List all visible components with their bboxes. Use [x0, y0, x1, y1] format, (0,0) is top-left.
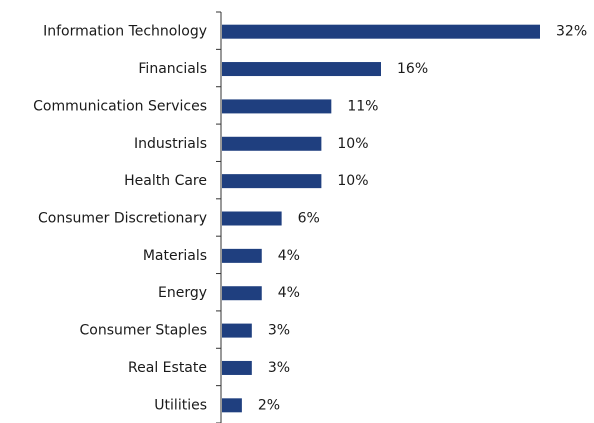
value-labels: 32% 16% 11% 10% 10% 6% 4% 4% 3% 3% 2% [258, 24, 587, 414]
value-label: 32% [556, 24, 587, 40]
value-label: 16% [397, 61, 428, 77]
axis-ticks [216, 11, 221, 423]
category-labels: Information Technology Financials Communic… [33, 24, 207, 414]
category-label: Materials [143, 248, 207, 264]
value-label: 4% [278, 248, 300, 264]
bar-consumer-staples [222, 323, 252, 338]
category-label: Energy [158, 285, 207, 301]
value-label: 10% [337, 136, 368, 152]
bar-communication-services [222, 99, 332, 114]
bar-industrials [222, 136, 322, 151]
category-label: Utilities [154, 397, 207, 413]
bars [222, 24, 540, 413]
value-label: 6% [298, 211, 320, 227]
category-label: Communication Services [33, 98, 207, 114]
category-label: Real Estate [128, 360, 207, 376]
value-label: 3% [268, 360, 290, 376]
bar-financials [222, 62, 381, 77]
category-label: Financials [138, 61, 207, 77]
value-label: 3% [268, 323, 290, 339]
category-label: Information Technology [43, 24, 207, 40]
value-label: 4% [278, 285, 300, 301]
value-label: 11% [347, 98, 378, 114]
category-label: Consumer Discretionary [38, 211, 207, 227]
bar-consumer-discretionary [222, 211, 282, 226]
category-label: Health Care [124, 173, 207, 189]
bar-materials [222, 248, 262, 263]
value-label: 2% [258, 397, 280, 413]
bar-energy [222, 286, 262, 301]
bar-utilities [222, 398, 242, 413]
category-label: Industrials [134, 136, 207, 152]
bar-real-estate [222, 360, 252, 375]
category-label: Consumer Staples [80, 323, 207, 339]
value-label: 10% [337, 173, 368, 189]
bar-information-technology [222, 24, 540, 39]
bar-health-care [222, 174, 322, 189]
